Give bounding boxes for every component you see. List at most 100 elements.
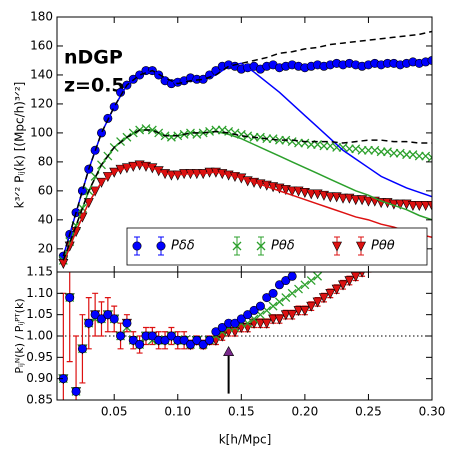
legend-marker <box>156 241 166 251</box>
y-tick-label: 0.95 <box>26 350 53 364</box>
legend-label: Pδδ <box>171 239 195 254</box>
x-tick-label: 0.25 <box>355 405 382 419</box>
point <box>427 153 432 162</box>
point <box>116 331 126 341</box>
point <box>230 318 240 328</box>
point <box>389 148 399 158</box>
point <box>255 301 265 311</box>
legend-marker <box>256 241 266 251</box>
annotation: z=0.5 <box>64 75 125 97</box>
x-tick-label: 0.05 <box>101 405 128 419</box>
x-tick-label: 0.15 <box>228 405 255 419</box>
y-tick-label: 20 <box>38 241 53 255</box>
point <box>236 314 246 324</box>
legend-entry: Pθθ <box>332 236 395 256</box>
point <box>281 276 291 286</box>
point <box>344 144 354 154</box>
point <box>179 335 189 345</box>
point <box>261 318 272 329</box>
y-tick-label: 40 <box>38 212 53 226</box>
point <box>274 280 284 290</box>
point <box>363 145 373 155</box>
point <box>427 201 432 212</box>
point <box>332 142 342 152</box>
point <box>338 193 349 204</box>
point <box>331 284 342 295</box>
point <box>313 272 323 281</box>
point <box>109 314 119 324</box>
point <box>344 276 355 287</box>
arrow-head <box>223 346 235 356</box>
point <box>312 297 323 308</box>
point <box>350 195 361 206</box>
point <box>84 318 94 328</box>
y-tick-label: 1.15 <box>26 265 53 279</box>
point <box>135 340 145 350</box>
point <box>274 135 284 145</box>
point <box>96 314 106 324</box>
point <box>185 340 195 350</box>
point <box>281 293 291 303</box>
point <box>325 192 336 203</box>
legend-marker <box>132 241 142 251</box>
plot-area <box>57 272 432 400</box>
point <box>287 288 297 298</box>
point <box>363 196 374 207</box>
annotation: nDGP <box>64 47 123 69</box>
y-tick-label: 1.10 <box>26 286 53 300</box>
y-tick-label: 0.85 <box>26 393 53 407</box>
point <box>160 335 170 345</box>
point <box>65 293 75 303</box>
y-tick-label: 140 <box>30 67 53 81</box>
y-tick-label: 1.05 <box>26 307 53 321</box>
x-tick-label: 0.10 <box>164 405 191 419</box>
y-tick-label: 160 <box>30 38 53 52</box>
point <box>268 301 278 311</box>
point <box>198 340 208 350</box>
point <box>243 310 253 320</box>
point <box>166 331 176 341</box>
point <box>300 280 310 290</box>
legend-label: Pθδ <box>271 239 295 254</box>
x-axis-label: k[h/Mpc] <box>219 433 272 447</box>
point <box>255 318 266 329</box>
point <box>217 322 227 332</box>
point <box>407 201 418 212</box>
y-tick-label: 60 <box>38 183 53 197</box>
point <box>280 310 291 321</box>
y-axis-label: Pᵢⱼᴺ(k) / Pᵢⱼᴾᵀ(k) <box>13 298 26 373</box>
y-tick-label: 1.00 <box>26 329 53 343</box>
point <box>71 386 81 396</box>
model-line <box>62 129 432 261</box>
point <box>306 301 317 312</box>
point <box>414 201 425 212</box>
point <box>268 288 278 298</box>
point <box>262 293 272 303</box>
model-line <box>62 164 432 264</box>
y-axis-label: k³ᐟ² Pᵢⱼ(k) [(Mpc/h)³ᐟ²] <box>13 82 27 209</box>
point <box>287 310 298 321</box>
model-line <box>62 30 432 257</box>
point <box>357 145 367 155</box>
point <box>306 189 317 200</box>
point <box>192 335 202 345</box>
point <box>376 147 386 157</box>
point <box>249 305 259 315</box>
y-tick-label: 180 <box>30 10 53 24</box>
point <box>420 201 431 212</box>
legend-marker <box>232 241 242 251</box>
point <box>274 297 284 307</box>
point <box>128 335 138 345</box>
point <box>211 327 221 337</box>
point <box>318 293 329 304</box>
point <box>395 199 406 210</box>
point <box>77 344 87 354</box>
point <box>414 151 424 161</box>
point <box>103 310 113 320</box>
point <box>402 150 412 160</box>
point <box>294 284 303 294</box>
point <box>325 289 336 300</box>
point <box>306 276 316 285</box>
y-tick-label: 120 <box>30 96 53 110</box>
